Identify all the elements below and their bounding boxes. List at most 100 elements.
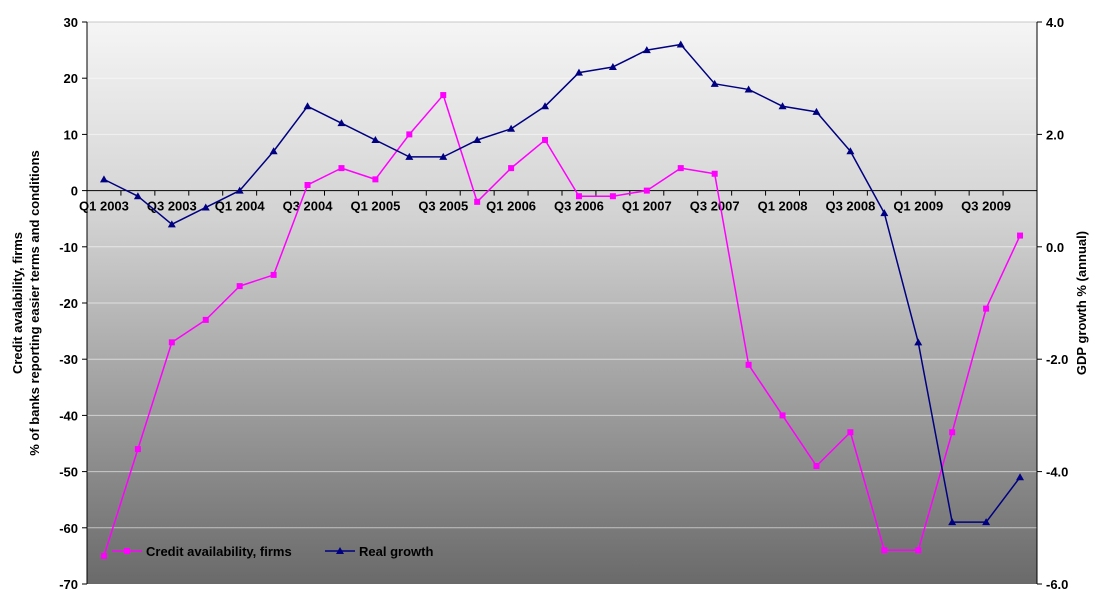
left-axis-title-line2: % of banks reporting easier terms and co… (27, 150, 42, 456)
legend-growth-label: Real growth (359, 544, 433, 559)
growth-data-point (133, 192, 142, 200)
credit-data-point (745, 361, 752, 368)
growth-data-point (507, 124, 516, 132)
credit-data-point (270, 271, 277, 278)
left-tick-label: -60 (59, 521, 78, 536)
left-axis-title-line1: Credit avalability, firms (10, 232, 25, 374)
left-tick-label: 10 (64, 127, 78, 142)
category-tick-label: Q3 2008 (825, 199, 875, 214)
right-tick-label: 0.0 (1046, 240, 1064, 255)
growth-data-point (439, 152, 448, 160)
growth-data-point (710, 79, 719, 87)
credit-data-point (813, 462, 820, 469)
credit-data-point (440, 92, 447, 99)
growth-data-point (269, 147, 278, 155)
left-tick-label: 20 (64, 71, 78, 86)
category-tick-label: Q3 2003 (147, 199, 197, 214)
right-tick-label: 2.0 (1046, 127, 1064, 142)
credit-data-point (508, 165, 515, 172)
left-tick-label: -30 (59, 352, 78, 367)
growth-data-point (914, 338, 923, 346)
credit-data-point (100, 552, 107, 559)
right-axis-title: GDP growth % (annual) (1074, 231, 1089, 375)
legend-credit-label: Credit availability, firms (146, 544, 292, 559)
credit-data-point (474, 198, 481, 205)
category-tick-label: Q3 2005 (418, 199, 468, 214)
series-layer (99, 40, 1025, 559)
growth-data-point (473, 136, 482, 144)
growth-data-point (744, 85, 753, 93)
growth-data-point (371, 136, 380, 144)
growth-data-point (405, 152, 414, 160)
category-tick-label: Q3 2007 (690, 199, 740, 214)
series-line-growth (103, 43, 1021, 523)
growth-data-point (778, 102, 787, 110)
category-tick-label: Q3 2006 (554, 199, 604, 214)
growth-data-point (1016, 473, 1025, 481)
right-tick-label: -4.0 (1046, 465, 1068, 480)
growth-data-point (337, 119, 346, 127)
growth-data-point (574, 68, 583, 76)
growth-data-point (608, 62, 617, 70)
left-axis-ticks: 30 20 10 0 -10 -20 -30 -40 -50 -60 -70 (59, 15, 87, 590)
growth-data-point (676, 40, 685, 48)
category-tick-label: Q1 2006 (486, 199, 536, 214)
credit-data-point (779, 412, 786, 419)
credit-data-point (677, 165, 684, 172)
credit-data-point (609, 193, 616, 200)
growth-data-point (303, 102, 312, 110)
left-tick-label: -40 (59, 408, 78, 423)
category-tick-label: Q1 2003 (79, 199, 129, 214)
category-tick-label: Q3 2009 (961, 199, 1011, 214)
growth-data-point (235, 186, 244, 194)
category-tick-label: Q1 2004 (215, 199, 266, 214)
growth-data-point (812, 107, 821, 115)
growth-data-point (982, 518, 991, 526)
right-tick-label: 4.0 (1046, 15, 1064, 30)
credit-data-point (406, 131, 413, 138)
credit-data-point (338, 165, 345, 172)
growth-data-point (99, 175, 108, 183)
series-line-credit (103, 94, 1021, 557)
left-tick-label: -10 (59, 240, 78, 255)
category-tick-label: Q3 2004 (283, 199, 334, 214)
growth-data-point (201, 203, 210, 211)
growth-data-point (846, 147, 855, 155)
legend-growth-marker (336, 547, 344, 554)
right-tick-label: -6.0 (1046, 577, 1068, 590)
credit-data-point (575, 193, 582, 200)
category-tick-label: Q1 2005 (350, 199, 400, 214)
growth-data-point (880, 209, 889, 217)
category-tick-label: Q1 2008 (758, 199, 808, 214)
credit-data-point (881, 547, 888, 554)
category-tick-label: Q1 2007 (622, 199, 672, 214)
growth-data-point (167, 220, 176, 228)
left-tick-label: -70 (59, 577, 78, 590)
left-tick-label: -50 (59, 465, 78, 480)
credit-data-point (304, 181, 311, 188)
credit-data-point (236, 283, 243, 290)
right-tick-label: -2.0 (1046, 352, 1068, 367)
credit-data-point (372, 176, 379, 183)
legend-credit-marker (124, 548, 130, 554)
credit-data-point (949, 429, 956, 436)
growth-data-point (642, 46, 651, 54)
left-tick-label: 0 (71, 184, 78, 199)
credit-data-point (202, 316, 209, 323)
legend: Credit availability, firms Real growth (112, 544, 433, 559)
credit-data-point (134, 446, 141, 453)
category-tick-label: Q1 2009 (893, 199, 943, 214)
left-tick-label: 30 (64, 15, 78, 30)
credit-data-point (1017, 232, 1024, 239)
credit-data-point (915, 547, 922, 554)
category-axis-ticks: Q1 2003 Q3 2003 Q1 2004 Q3 2004 Q1 2005 Q3 20… (79, 190, 1038, 214)
credit-data-point (168, 339, 175, 346)
credit-data-point (983, 305, 990, 312)
growth-data-point (948, 518, 957, 526)
left-tick-label: -20 (59, 296, 78, 311)
right-axis-ticks: 4.0 2.0 0.0 -2.0 -4.0 -6.0 (1037, 15, 1068, 590)
credit-data-point (711, 170, 718, 177)
credit-data-point (847, 429, 854, 436)
growth-data-point (541, 102, 550, 110)
